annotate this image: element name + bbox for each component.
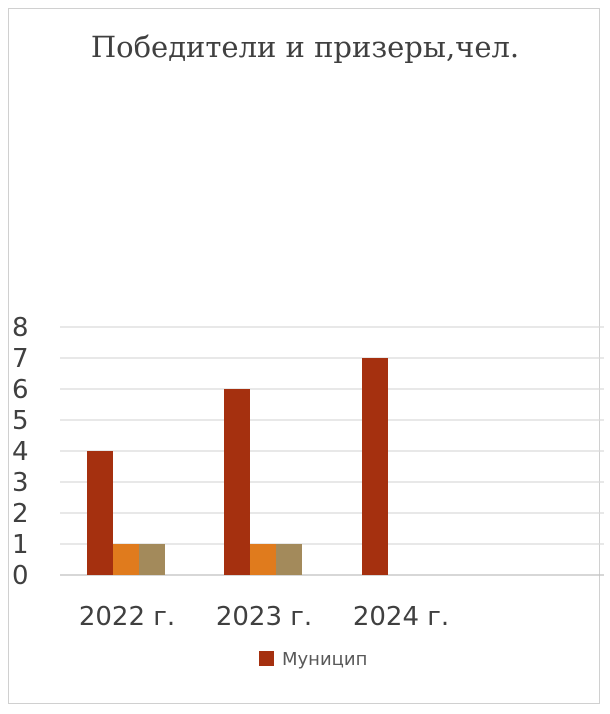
bar [113, 544, 139, 575]
x-tick-label: 2023 г. [216, 602, 312, 632]
x-tick-label: 2024 г. [353, 602, 449, 632]
y-tick-label: 1 [12, 530, 29, 560]
bar [224, 389, 250, 575]
legend-swatch [259, 651, 274, 666]
y-tick-label: 0 [12, 561, 29, 591]
y-tick-label: 8 [12, 313, 29, 343]
y-tick-label: 2 [12, 499, 29, 529]
chart-title: Победители и призеры,чел. [90, 30, 520, 64]
bar [87, 451, 113, 575]
bar [139, 544, 165, 575]
bar [276, 544, 302, 575]
bar [362, 358, 388, 575]
y-tick-label: 5 [12, 406, 29, 436]
y-tick-label: 4 [12, 437, 29, 467]
bar [250, 544, 276, 575]
legend-label: Муницип [282, 649, 367, 670]
chart-frame [8, 8, 600, 704]
y-tick-label: 3 [12, 468, 29, 498]
y-tick-label: 7 [12, 344, 29, 374]
y-tick-label: 6 [12, 375, 29, 405]
x-tick-label: 2022 г. [79, 602, 175, 632]
